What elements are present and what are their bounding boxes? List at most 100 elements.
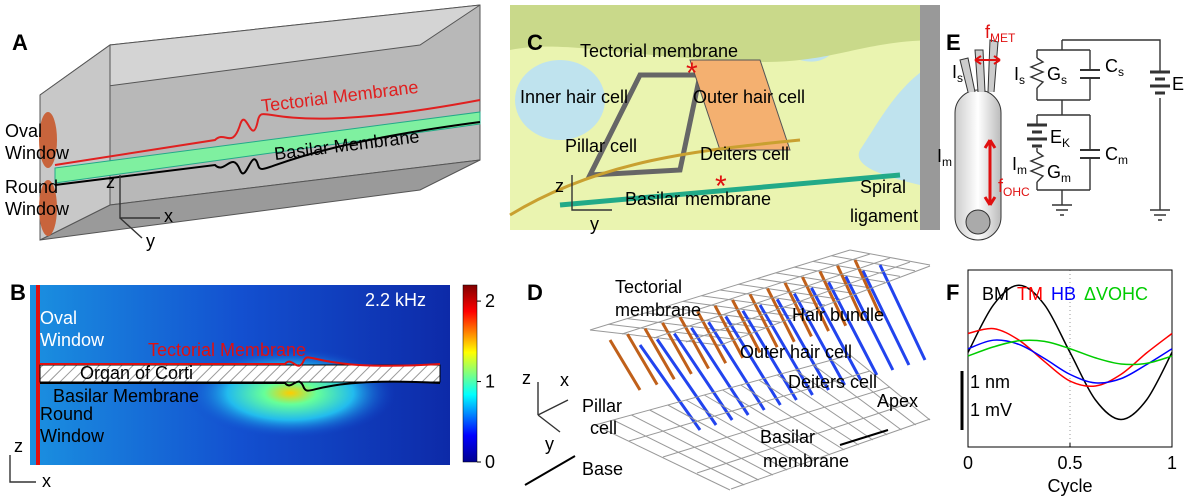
axis-label: y	[545, 434, 554, 454]
label: membrane	[615, 300, 701, 320]
label: Oval	[40, 308, 77, 328]
label: C	[1105, 144, 1118, 164]
label: cell	[590, 418, 617, 438]
label: Basilar Membrane	[53, 386, 199, 406]
colorbar-tick-label: 0	[485, 452, 495, 472]
label: membrane	[763, 451, 849, 471]
label: Window	[40, 426, 105, 446]
label: s	[1019, 73, 1025, 87]
scale-bar-label: 1 nm	[970, 372, 1010, 392]
label: Round	[5, 177, 58, 197]
label: G	[1047, 64, 1061, 84]
nucleus	[966, 210, 990, 234]
panel-d: D Tectorial membrane Hair bundle Outer h…	[522, 250, 930, 490]
label: ligament	[850, 206, 918, 226]
label: Deiters cell	[788, 372, 877, 392]
label: Tectorial Membrane	[148, 340, 306, 360]
label: m	[1017, 163, 1027, 177]
svg-text:Gm: Gm	[1047, 162, 1071, 185]
axis-label: z	[522, 368, 531, 388]
axis-label: z	[555, 176, 564, 196]
axis-label: y	[146, 231, 155, 251]
svg-text:fMET: fMET	[985, 22, 1016, 45]
legend-entry: HB	[1051, 284, 1076, 304]
label: Round	[40, 404, 93, 424]
axis-label: z	[106, 172, 115, 192]
axis-label: x	[560, 370, 569, 390]
label: Basilar	[760, 427, 815, 447]
label: Tectorial	[615, 277, 682, 297]
figure: A Oval Window Round Window Tectorial Mem…	[0, 0, 1191, 497]
label: Oval	[5, 121, 42, 141]
label: Window	[5, 143, 70, 163]
label: m	[942, 155, 952, 169]
panel-label: B	[10, 280, 26, 305]
label: s	[1118, 65, 1124, 79]
label: Pillar cell	[565, 136, 637, 156]
label: K	[1062, 136, 1070, 150]
label: E	[1050, 127, 1062, 147]
label: Pillar	[582, 396, 622, 416]
colorbar	[463, 285, 477, 462]
axis-label: x	[42, 471, 51, 491]
label: MET	[990, 31, 1016, 45]
label: Outer hair cell	[693, 87, 805, 107]
panel-c: C Tectorial membrane Inner hair cell Out…	[510, 5, 940, 234]
label: Basilar membrane	[625, 189, 771, 209]
panel-label: F	[946, 280, 959, 305]
x-tick-label: 0	[963, 453, 973, 473]
label: OHC	[1003, 185, 1030, 199]
label: Organ of Corti	[80, 363, 193, 383]
panel-label: C	[527, 30, 543, 55]
marker: *	[686, 57, 698, 90]
axis-label: z	[14, 436, 23, 456]
label: Hair bundle	[792, 305, 884, 325]
scale-bar-label: 1 mV	[970, 400, 1012, 420]
label: s	[1061, 73, 1067, 87]
label: Window	[40, 330, 105, 350]
svg-text:Cm: Cm	[1105, 144, 1128, 167]
x-tick-label: 0.5	[1057, 453, 1082, 473]
panel-label: A	[12, 30, 28, 55]
axis-label: x	[164, 206, 173, 226]
deiters-cell	[880, 265, 925, 360]
label: Tectorial membrane	[580, 41, 738, 61]
label: E	[1172, 74, 1184, 94]
label: Inner hair cell	[520, 87, 628, 107]
legend-entry: ΔVOHC	[1084, 284, 1148, 304]
svg-text:Is: Is	[1014, 64, 1025, 87]
axis-label: y	[590, 214, 599, 234]
svg-text:Im: Im	[1012, 154, 1027, 177]
label: Spiral	[860, 177, 906, 197]
label: s	[957, 71, 963, 85]
label: Outer hair cell	[740, 342, 852, 362]
force-arrow	[975, 56, 1000, 64]
svg-text:Gs: Gs	[1047, 64, 1067, 87]
panel-e: E fMET Is Im fOHC Is Gs Cs E EK Im Gm Cm	[937, 22, 1184, 240]
svg-text:Cs: Cs	[1105, 56, 1124, 79]
panel-label: E	[946, 30, 961, 55]
panel-label: D	[527, 280, 543, 305]
svg-text:EK: EK	[1050, 127, 1070, 150]
colorbar-tick-label: 2	[485, 291, 495, 311]
label: 2.2 kHz	[365, 290, 426, 310]
label: C	[1105, 56, 1118, 76]
legend-entry: TM	[1017, 284, 1043, 304]
colorbar-tick-label: 1	[485, 372, 495, 392]
label: Window	[5, 199, 70, 219]
label: m	[1061, 171, 1071, 185]
label: m	[1118, 153, 1128, 167]
bone	[920, 5, 940, 230]
marker: *	[715, 170, 727, 203]
x-tick-label: 1	[1167, 453, 1177, 473]
svg-text:fOHC: fOHC	[998, 176, 1030, 199]
label: Apex	[877, 391, 918, 411]
panel-b: B 2.2 kHz Oval Window Round Window Tecto…	[10, 280, 495, 491]
mesh-line	[850, 250, 930, 265]
x-axis-title: Cycle	[1047, 476, 1092, 496]
svg-text:Im: Im	[937, 146, 952, 169]
hair-bundle	[960, 40, 998, 92]
panel-a: A Oval Window Round Window Tectorial Mem…	[5, 5, 480, 251]
label: Deiters cell	[700, 144, 789, 164]
